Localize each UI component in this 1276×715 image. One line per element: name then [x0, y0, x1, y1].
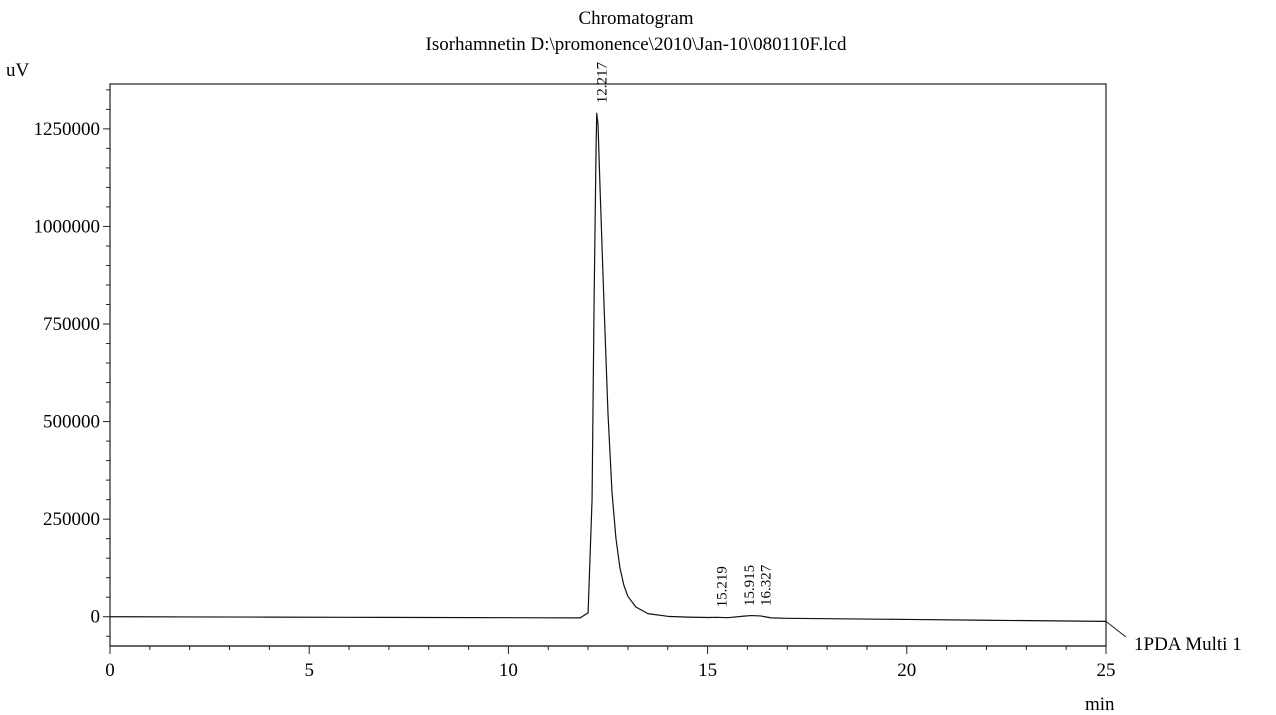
- trace-layer: [109, 112, 1107, 647]
- peak-label: 15.219: [714, 566, 730, 607]
- legend: 1PDA Multi 1: [1105, 621, 1242, 655]
- y-axis: 0 250000 500000 750000 1000000 1250000: [34, 89, 110, 637]
- x-axis: 0 5 10 15 20 25: [105, 646, 1116, 681]
- x-tick-label: 10: [499, 660, 518, 681]
- peak-label: 12.217: [595, 62, 611, 104]
- peak-label-layer: 12.217 15.219 15.915 16.327: [595, 62, 775, 608]
- x-tick-label: 0: [105, 660, 115, 681]
- y-axis-unit-label: uV: [6, 60, 30, 81]
- series-line: [109, 112, 1107, 623]
- chart-title: Chromatogram: [578, 8, 693, 29]
- y-tick-label: 0: [91, 607, 101, 628]
- y-tick-label: 1000000: [34, 216, 101, 237]
- legend-label: 1PDA Multi 1: [1134, 634, 1242, 655]
- chart-subtitle: Isorhamnetin D:\promonence\2010\Jan-10\0…: [426, 34, 847, 55]
- y-tick-label: 250000: [43, 509, 100, 530]
- x-tick-label: 15: [698, 660, 717, 681]
- x-tick-label: 5: [304, 660, 314, 681]
- plot-frame: [109, 83, 1107, 647]
- peak-label: 16.327: [758, 564, 774, 606]
- y-tick-label: 500000: [43, 412, 100, 433]
- x-axis-unit-label: min: [1085, 694, 1115, 715]
- x-tick-label: 20: [897, 660, 916, 681]
- legend-leader-line: [1105, 621, 1127, 638]
- y-tick-label: 750000: [43, 314, 100, 335]
- peak-label: 15.915: [742, 565, 758, 606]
- y-tick-label: 1250000: [34, 119, 101, 140]
- x-tick-label: 25: [1097, 660, 1116, 681]
